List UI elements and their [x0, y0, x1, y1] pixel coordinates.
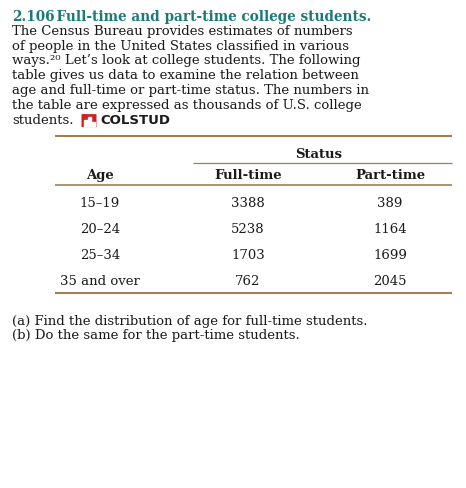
Bar — [84, 120, 87, 125]
Text: 2.106: 2.106 — [12, 10, 55, 24]
Text: of people in the United States classified in various: of people in the United States classifie… — [12, 40, 349, 53]
Text: 25–34: 25–34 — [80, 248, 120, 262]
Text: 762: 762 — [235, 275, 260, 287]
Text: Full-time: Full-time — [214, 168, 282, 182]
Text: 20–24: 20–24 — [80, 223, 120, 236]
Text: Part-time: Part-time — [355, 168, 425, 182]
Text: ways.²⁰ Let’s look at college students. The following: ways.²⁰ Let’s look at college students. … — [12, 54, 361, 67]
Text: 35 and over: 35 and over — [60, 275, 140, 287]
Text: 1164: 1164 — [373, 223, 407, 236]
Text: Full-time and part-time college students.: Full-time and part-time college students… — [47, 10, 371, 24]
Text: Age: Age — [86, 168, 114, 182]
Text: 3388: 3388 — [231, 197, 265, 210]
Text: 389: 389 — [377, 197, 403, 210]
FancyBboxPatch shape — [82, 114, 96, 127]
Text: 1699: 1699 — [373, 248, 407, 262]
Text: the table are expressed as thousands of U.S. college: the table are expressed as thousands of … — [12, 99, 362, 112]
Bar — [92, 122, 95, 125]
Text: Status: Status — [295, 147, 343, 161]
Text: 1703: 1703 — [231, 248, 265, 262]
Text: 2045: 2045 — [373, 275, 407, 287]
Text: 15–19: 15–19 — [80, 197, 120, 210]
Bar — [88, 117, 91, 125]
Text: table gives us data to examine the relation between: table gives us data to examine the relat… — [12, 69, 359, 82]
Text: students.: students. — [12, 114, 74, 126]
Text: (b) Do the same for the part-time students.: (b) Do the same for the part-time studen… — [12, 329, 300, 343]
Text: age and full-time or part-time status. The numbers in: age and full-time or part-time status. T… — [12, 84, 369, 97]
Text: The Census Bureau provides estimates of numbers: The Census Bureau provides estimates of … — [12, 25, 353, 38]
Text: 5238: 5238 — [231, 223, 265, 236]
Text: COLSTUD: COLSTUD — [100, 114, 170, 126]
Text: (a) Find the distribution of age for full-time students.: (a) Find the distribution of age for ful… — [12, 315, 368, 327]
